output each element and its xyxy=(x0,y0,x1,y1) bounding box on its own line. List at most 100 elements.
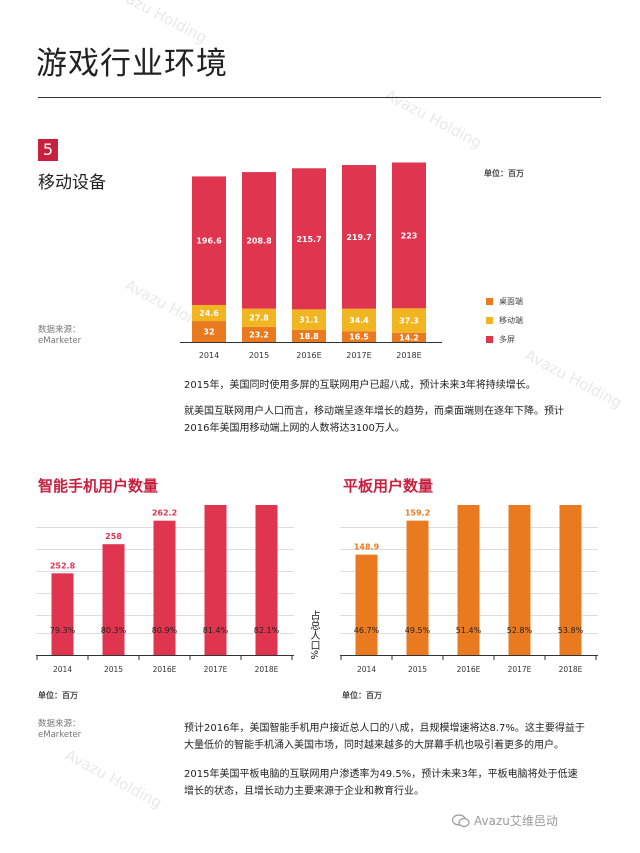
data-source-name: eMarketer xyxy=(38,730,82,740)
stacked-unit-label: 单位：百万 xyxy=(484,169,524,178)
x-tick-label: 2018E xyxy=(559,665,583,674)
paragraph-line: 预计2016年，美国智能手机用户接近总人口的八成，且规模增速将达8.7%。这主要… xyxy=(184,723,585,734)
data-source-bottom: 数据来源： eMarketer xyxy=(38,719,81,741)
bar-segment xyxy=(192,304,226,322)
bar-segment xyxy=(192,321,226,342)
data-source-label: 数据来源： xyxy=(38,719,81,729)
x-tick-label: 2015 xyxy=(408,665,427,674)
data-label: 258 xyxy=(105,532,122,541)
bar-segment xyxy=(292,168,326,310)
tablet-bar-chart: 148.946.7%2014159.249.5%2015166.751.4%20… xyxy=(340,505,598,674)
data-label: 34.4 xyxy=(349,316,369,325)
legend-item-desktop: 桌面端 xyxy=(486,296,523,306)
penetration-axis-label: 占总人口% xyxy=(308,610,319,660)
x-tick-label: 2017E xyxy=(346,351,371,360)
bar-segment xyxy=(342,165,376,309)
x-tick-label: 2016E xyxy=(153,665,177,674)
data-label: 252.8 xyxy=(50,561,76,570)
paragraph-line: 就美国互联网用户人口而言，移动端呈逐年增长的趋势，而桌面端则在逐年下降。预计 xyxy=(184,406,564,417)
bar-segment xyxy=(392,162,426,309)
smartphone-unit-label: 单位：百万 xyxy=(38,691,78,700)
bar xyxy=(51,573,74,655)
x-tick-label: 2014 xyxy=(53,665,72,674)
legend-swatch xyxy=(486,297,493,305)
data-source: 数据来源： eMarketer xyxy=(38,325,81,347)
legend-label: 桌面端 xyxy=(499,296,523,306)
data-label: 223 xyxy=(401,231,418,240)
penetration-label: 80.3% xyxy=(101,626,127,635)
penetration-label: 82.1% xyxy=(254,626,280,635)
bar-segment xyxy=(292,329,326,342)
data-label: 148.9 xyxy=(354,543,380,552)
bar-segment xyxy=(192,176,226,305)
tablet-chart-title: 平板用户数量 xyxy=(343,477,434,495)
x-tick-label: 2018E xyxy=(255,665,279,674)
bar-segment xyxy=(392,308,426,333)
data-label: 215.7 xyxy=(296,235,321,244)
bar xyxy=(153,520,176,655)
data-label: 262.2 xyxy=(152,509,177,518)
paragraph-line: 2015年美国平板电脑的互联网用户渗透率为49.5%，预计未来3年，平板电脑将处… xyxy=(184,769,578,780)
penetration-label: 80.9% xyxy=(152,626,178,635)
data-label: 219.7 xyxy=(346,233,371,242)
x-tick-label: 2017E xyxy=(508,665,532,674)
legend-swatch xyxy=(486,335,493,343)
data-label: 24.6 xyxy=(199,309,219,318)
legend-label: 移动端 xyxy=(499,315,523,325)
paragraph-line: 大量低价的智能手机涌入美国市场，同时越来越多的大屏幕手机也吸引着更多的用户。 xyxy=(184,740,564,751)
x-tick-label: 2017E xyxy=(204,665,228,674)
data-label: 16.5 xyxy=(349,333,369,342)
stacked-legend: 桌面端 移动端 多屏 xyxy=(486,296,523,344)
bar xyxy=(255,505,278,655)
tablet-unit-label: 单位：百万 xyxy=(342,691,382,700)
data-label: 31.1 xyxy=(299,316,319,325)
paragraph-line: 增长的状态，且增长动力主要来源于企业和教育行业。 xyxy=(184,786,424,797)
paragraph-line: 2016年美国用移动端上网的人数将达3100万人。 xyxy=(184,423,405,434)
penetration-label: 52.8% xyxy=(507,626,533,635)
bar-segment xyxy=(242,308,276,327)
bar xyxy=(457,505,480,655)
data-label: 14.2 xyxy=(399,333,419,342)
section-title: 移动设备 xyxy=(38,173,106,193)
bar xyxy=(559,505,582,655)
legend-swatch xyxy=(486,316,493,324)
penetration-label: 81.4% xyxy=(203,626,229,635)
data-label: 23.2 xyxy=(249,330,269,339)
x-tick-label: 2015 xyxy=(104,665,123,674)
x-tick-label: 2014 xyxy=(357,665,376,674)
watermark: Avazu Holding xyxy=(62,745,165,813)
data-label: 27.8 xyxy=(249,314,269,323)
stacked-bar-chart: 32 24.6 196.6 2014 23.2 27.8 208.8 2015 18.8 31.1… xyxy=(180,162,442,360)
data-label: 196.6 xyxy=(196,237,222,246)
bar-segment xyxy=(292,309,326,330)
bar xyxy=(204,505,227,655)
penetration-label: 79.3% xyxy=(50,626,76,635)
data-label: 18.8 xyxy=(299,332,319,341)
x-tick-label: 2016E xyxy=(457,665,481,674)
x-tick-label: 2015 xyxy=(249,351,269,360)
bar xyxy=(508,505,531,655)
legend-label: 多屏 xyxy=(499,334,515,344)
logo-text: Avazu艾维邑动 xyxy=(474,814,558,828)
x-tick-label: 2016E xyxy=(296,351,321,360)
bar-segment xyxy=(242,326,276,342)
penetration-label: 49.5% xyxy=(405,626,431,635)
bar-segment xyxy=(242,172,276,309)
x-tick-label: 2018E xyxy=(396,351,421,360)
paragraph-tablet: 2015年美国平板电脑的互联网用户渗透率为49.5%，预计未来3年，平板电脑将处… xyxy=(184,766,578,800)
page-title: 游戏行业环境 xyxy=(36,46,228,82)
data-label: 32 xyxy=(203,328,214,337)
legend-item-mobile: 移动端 xyxy=(486,315,523,325)
data-source-label: 数据来源： xyxy=(38,325,81,335)
paragraph-smartphone: 预计2016年，美国智能手机用户接近总人口的八成，且规模增速将达8.7%。这主要… xyxy=(184,720,585,754)
section-number-badge: 5 xyxy=(38,139,58,161)
bar xyxy=(406,520,429,655)
data-label: 208.8 xyxy=(246,236,272,245)
bar-segment xyxy=(342,331,376,342)
bar-segment xyxy=(342,308,376,332)
bar xyxy=(102,544,125,655)
legend-item-multiscreen: 多屏 xyxy=(486,334,523,344)
penetration-label: 53.8% xyxy=(558,626,584,635)
penetration-label: 46.7% xyxy=(354,626,380,635)
penetration-label: 51.4% xyxy=(456,626,482,635)
